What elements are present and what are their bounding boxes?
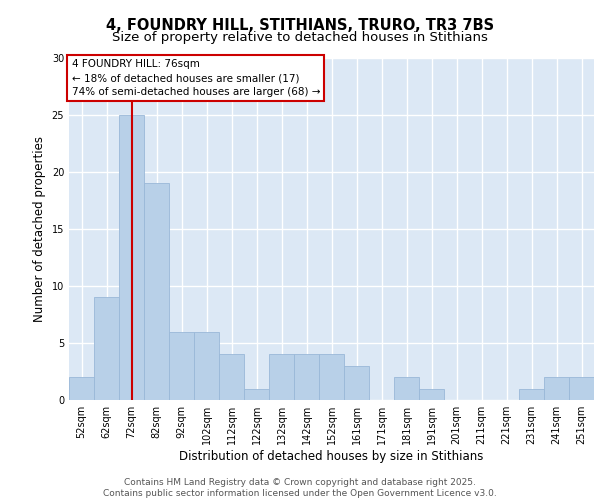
Text: Size of property relative to detached houses in Stithians: Size of property relative to detached ho… <box>112 31 488 44</box>
Text: Contains HM Land Registry data © Crown copyright and database right 2025.
Contai: Contains HM Land Registry data © Crown c… <box>103 478 497 498</box>
Bar <box>219 354 244 400</box>
Bar <box>144 183 169 400</box>
Bar <box>319 354 344 400</box>
Bar <box>419 388 444 400</box>
Bar <box>344 366 369 400</box>
Bar <box>269 354 294 400</box>
Bar <box>519 388 544 400</box>
Bar <box>169 332 194 400</box>
Text: 4 FOUNDRY HILL: 76sqm
← 18% of detached houses are smaller (17)
74% of semi-deta: 4 FOUNDRY HILL: 76sqm ← 18% of detached … <box>71 59 320 97</box>
X-axis label: Distribution of detached houses by size in Stithians: Distribution of detached houses by size … <box>179 450 484 463</box>
Bar <box>94 297 119 400</box>
Bar <box>544 377 569 400</box>
Bar <box>569 377 594 400</box>
Bar <box>119 114 144 400</box>
Text: 4, FOUNDRY HILL, STITHIANS, TRURO, TR3 7BS: 4, FOUNDRY HILL, STITHIANS, TRURO, TR3 7… <box>106 18 494 32</box>
Bar <box>294 354 319 400</box>
Y-axis label: Number of detached properties: Number of detached properties <box>33 136 46 322</box>
Bar <box>194 332 219 400</box>
Bar <box>394 377 419 400</box>
Bar <box>69 377 94 400</box>
Bar <box>244 388 269 400</box>
